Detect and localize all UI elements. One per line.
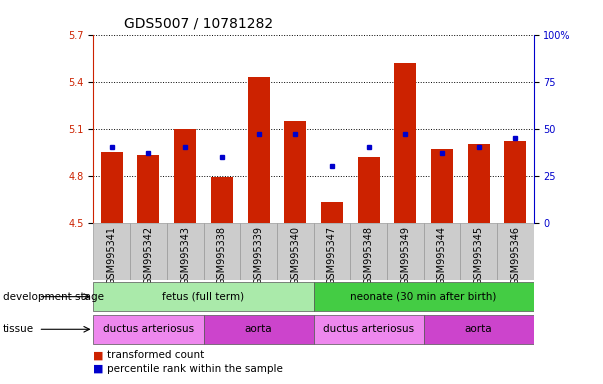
Text: ductus arteriosus: ductus arteriosus [103,324,194,334]
Bar [497,223,534,280]
Bar [247,77,270,223]
Text: ■: ■ [93,364,104,374]
Bar [423,314,534,344]
Text: fetus (full term): fetus (full term) [162,291,245,302]
Text: GSM995339: GSM995339 [253,226,264,285]
Bar [101,152,123,223]
Text: ■: ■ [93,350,104,360]
Text: GSM995349: GSM995349 [400,226,410,285]
Bar [203,223,240,280]
Text: GSM995341: GSM995341 [107,226,117,285]
Bar [314,223,350,280]
Text: GSM995346: GSM995346 [510,226,520,285]
Text: GSM995344: GSM995344 [437,226,447,285]
Text: GSM995343: GSM995343 [180,226,190,285]
Bar [387,223,423,280]
Bar [321,202,343,223]
Text: GSM995340: GSM995340 [290,226,300,285]
Text: percentile rank within the sample: percentile rank within the sample [107,364,283,374]
Bar [240,223,277,280]
Text: GSM995348: GSM995348 [364,226,374,285]
Text: GSM995342: GSM995342 [144,226,154,285]
Text: transformed count: transformed count [107,350,204,360]
Bar [284,121,306,223]
Bar [431,149,453,223]
Text: tissue: tissue [3,324,34,334]
Bar [93,314,203,344]
Text: aorta: aorta [245,324,273,334]
Bar [314,282,534,311]
Text: GSM995338: GSM995338 [217,226,227,285]
Bar [203,314,314,344]
Text: GSM995345: GSM995345 [473,226,484,285]
Text: GDS5007 / 10781282: GDS5007 / 10781282 [124,17,273,31]
Text: GSM995347: GSM995347 [327,226,337,285]
Text: neonate (30 min after birth): neonate (30 min after birth) [350,291,497,302]
Text: ductus arteriosus: ductus arteriosus [323,324,414,334]
Bar [423,223,460,280]
Bar [314,314,423,344]
Bar [137,155,159,223]
Bar [358,157,380,223]
Bar [93,282,314,311]
Bar [211,177,233,223]
Bar [394,63,416,223]
Bar [350,223,387,280]
Bar [277,223,314,280]
Bar [467,144,490,223]
Bar [167,223,203,280]
Bar [504,141,526,223]
Bar [130,223,167,280]
Text: aorta: aorta [465,324,493,334]
Bar [93,223,130,280]
Bar [460,223,497,280]
Text: development stage: development stage [3,291,104,302]
Bar [174,129,196,223]
